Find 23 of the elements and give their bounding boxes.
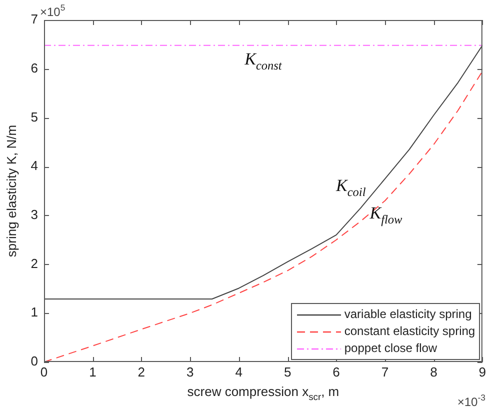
x-tick-label: 5 [284,364,292,380]
x-tick-label: 1 [89,364,96,380]
y-tick-label: 1 [30,304,38,320]
y-tick-label: 4 [30,158,38,174]
x-tick-label: 9 [478,364,486,380]
y-tick-label: 5 [30,109,38,124]
x-tick-label: 3 [186,364,194,380]
legend-label: variable elasticity spring [344,306,472,323]
x-tick-label: 7 [381,364,389,380]
y-axis-title: spring elasticity K, N/m [4,124,19,258]
x-tick-label: 4 [235,364,242,380]
x-tick-label: 8 [430,364,438,380]
line-series [44,70,482,362]
y-tick-label: 3 [30,207,38,222]
y-tick-label: 0 [30,354,38,369]
y-tick-label: 6 [30,60,38,76]
y-tick-label: 7 [30,12,38,27]
x-tick-label: 6 [332,364,340,380]
x-tick-label: 2 [138,364,146,380]
y-tick-label: 2 [30,256,38,271]
legend-label: constant elasticity spring [344,323,476,340]
legend-label: poppet close flow [344,340,438,357]
x-tick-label: 0 [40,364,48,380]
